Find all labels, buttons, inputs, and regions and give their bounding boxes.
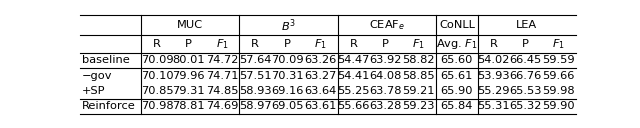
- Text: 59.66: 59.66: [543, 71, 575, 81]
- Text: 57.51: 57.51: [239, 71, 271, 81]
- Text: 66.45: 66.45: [509, 55, 541, 65]
- Text: 74.71: 74.71: [206, 71, 238, 81]
- Text: 55.31: 55.31: [477, 101, 510, 111]
- Text: 59.59: 59.59: [542, 55, 575, 65]
- Text: 58.97: 58.97: [239, 101, 271, 111]
- Text: $B^3$: $B^3$: [281, 17, 296, 34]
- Text: 69.05: 69.05: [271, 101, 303, 111]
- Text: CEAF$_e$: CEAF$_e$: [369, 18, 405, 32]
- Text: 59.90: 59.90: [542, 101, 575, 111]
- Text: 64.08: 64.08: [369, 71, 402, 81]
- Text: LEA: LEA: [516, 20, 538, 30]
- Text: 58.82: 58.82: [403, 55, 435, 65]
- Text: 65.84: 65.84: [441, 101, 473, 111]
- Text: P: P: [186, 39, 192, 49]
- Text: R: R: [153, 39, 161, 49]
- Text: 70.31: 70.31: [271, 71, 303, 81]
- Text: 74.69: 74.69: [206, 101, 238, 111]
- Text: 59.21: 59.21: [403, 86, 435, 96]
- Text: 65.60: 65.60: [441, 55, 473, 65]
- Text: 63.92: 63.92: [369, 55, 402, 65]
- Text: 74.85: 74.85: [206, 86, 238, 96]
- Text: 55.29: 55.29: [477, 86, 510, 96]
- Text: 58.85: 58.85: [403, 71, 435, 81]
- Text: 58.93: 58.93: [239, 86, 271, 96]
- Text: R: R: [490, 39, 497, 49]
- Text: 59.98: 59.98: [542, 86, 575, 96]
- Text: 66.76: 66.76: [509, 71, 541, 81]
- Text: 70.10: 70.10: [141, 71, 173, 81]
- Text: R: R: [252, 39, 259, 49]
- Text: 65.32: 65.32: [509, 101, 541, 111]
- Text: +SP: +SP: [82, 86, 106, 96]
- Text: Avg. $F_1$: Avg. $F_1$: [436, 37, 478, 51]
- Text: 69.16: 69.16: [271, 86, 303, 96]
- Text: $F_1$: $F_1$: [216, 37, 228, 51]
- Text: 57.64: 57.64: [239, 55, 271, 65]
- Text: 63.61: 63.61: [304, 101, 337, 111]
- Text: 53.93: 53.93: [477, 71, 510, 81]
- Text: 65.53: 65.53: [509, 86, 541, 96]
- Text: $F_1$: $F_1$: [552, 37, 565, 51]
- Text: P: P: [522, 39, 529, 49]
- Text: 65.61: 65.61: [441, 71, 473, 81]
- Text: $F_1$: $F_1$: [314, 37, 327, 51]
- Text: 63.28: 63.28: [369, 101, 402, 111]
- Text: R: R: [349, 39, 358, 49]
- Text: 65.90: 65.90: [440, 86, 473, 96]
- Text: 63.27: 63.27: [304, 71, 337, 81]
- Text: $F_1$: $F_1$: [412, 37, 425, 51]
- Text: 63.26: 63.26: [304, 55, 337, 65]
- Text: CoNLL: CoNLL: [439, 20, 475, 30]
- Text: 55.66: 55.66: [337, 101, 370, 111]
- Text: MUC: MUC: [177, 20, 204, 30]
- Text: 74.72: 74.72: [206, 55, 238, 65]
- Text: 54.47: 54.47: [337, 55, 370, 65]
- Text: 54.41: 54.41: [337, 71, 370, 81]
- Text: P: P: [284, 39, 291, 49]
- Text: 79.31: 79.31: [172, 86, 205, 96]
- Text: baseline: baseline: [82, 55, 130, 65]
- Text: 80.01: 80.01: [172, 55, 205, 65]
- Text: 63.78: 63.78: [369, 86, 402, 96]
- Text: 79.96: 79.96: [172, 71, 205, 81]
- Text: 78.81: 78.81: [172, 101, 205, 111]
- Text: 70.85: 70.85: [141, 86, 173, 96]
- Text: 55.25: 55.25: [337, 86, 370, 96]
- Text: 70.09: 70.09: [141, 55, 173, 65]
- Text: 54.02: 54.02: [477, 55, 509, 65]
- Text: 59.23: 59.23: [403, 101, 435, 111]
- Text: 70.09: 70.09: [271, 55, 303, 65]
- Text: −gov: −gov: [82, 71, 113, 81]
- Text: P: P: [382, 39, 389, 49]
- Text: 70.98: 70.98: [141, 101, 173, 111]
- Text: 63.64: 63.64: [304, 86, 337, 96]
- Text: Reinforce: Reinforce: [82, 101, 136, 111]
